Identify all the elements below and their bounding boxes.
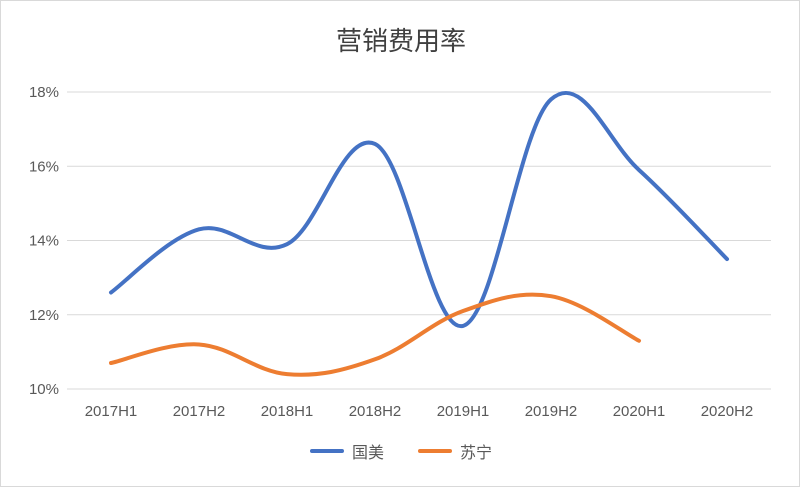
legend-label-guomei: 国美: [352, 439, 384, 463]
y-tick-label: 12%: [29, 307, 59, 324]
x-tick-label: 2019H2: [525, 403, 578, 420]
x-tick-label: 2018H1: [261, 403, 314, 420]
series-line-0: [111, 93, 727, 326]
x-tick-label: 2019H1: [437, 403, 490, 420]
legend-swatch-suning: [418, 449, 452, 453]
x-tick-label: 2020H2: [701, 403, 754, 420]
x-tick-label: 2017H2: [173, 403, 226, 420]
y-tick-label: 16%: [29, 158, 59, 175]
legend-item-guomei: 国美: [310, 439, 384, 463]
legend-item-suning: 苏宁: [418, 439, 492, 463]
legend-swatch-guomei: [310, 449, 344, 453]
series-line-1: [111, 295, 639, 375]
legend-label-suning: 苏宁: [460, 439, 492, 463]
x-tick-label: 2020H1: [613, 403, 666, 420]
y-tick-label: 10%: [29, 381, 59, 398]
y-tick-label: 14%: [29, 233, 59, 250]
chart-legend: 国美 苏宁: [1, 439, 800, 463]
x-tick-label: 2017H1: [85, 403, 138, 420]
x-tick-label: 2018H2: [349, 403, 402, 420]
y-tick-label: 18%: [29, 84, 59, 101]
